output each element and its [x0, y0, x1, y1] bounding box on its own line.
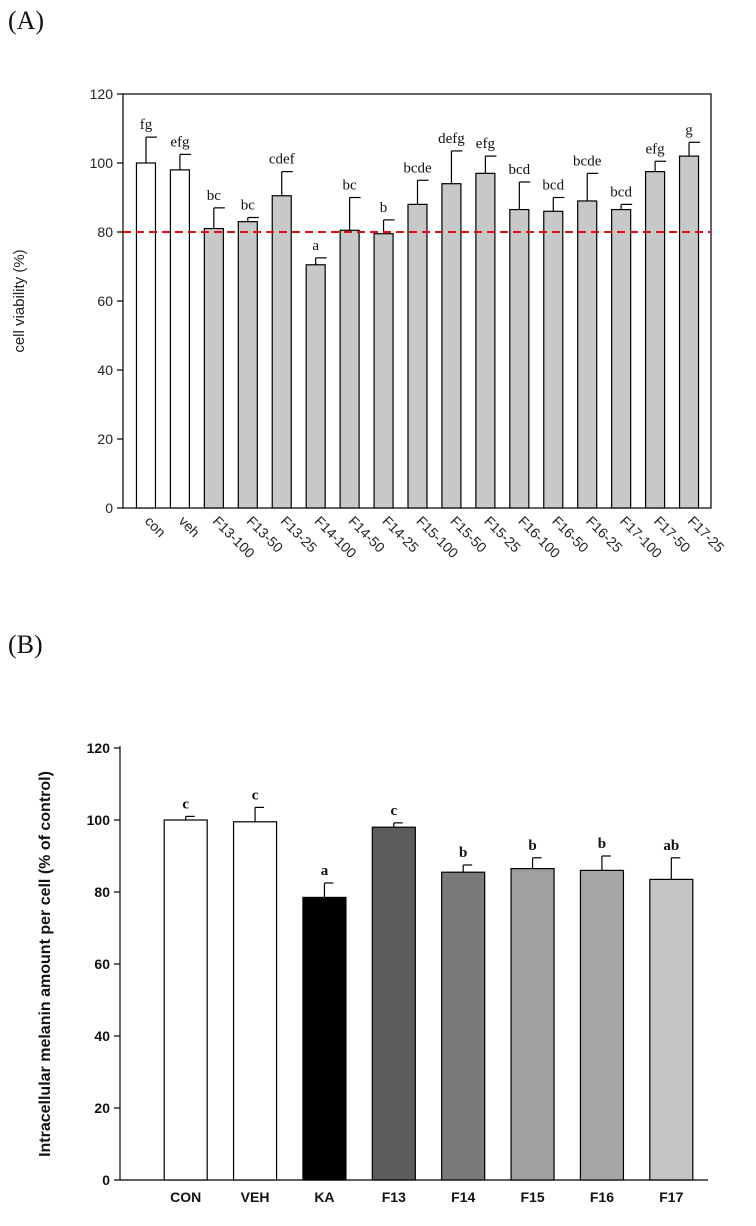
significance-label: b — [380, 200, 388, 216]
x-tick-label: F13 — [382, 1189, 406, 1205]
significance-label: bcde — [403, 160, 432, 176]
significance-label: ab — [663, 838, 679, 854]
significance-label: bcde — [573, 153, 602, 169]
y-tick-label: 120 — [90, 86, 114, 102]
x-tick-label: VEH — [241, 1189, 270, 1205]
y-tick-label: 60 — [97, 293, 113, 309]
x-tick-label: F17 — [659, 1189, 683, 1205]
significance-label: efg — [646, 141, 666, 157]
x-tick-label: F15 — [521, 1189, 545, 1205]
x-tick-label: F14 — [451, 1189, 475, 1205]
y-tick-label: 80 — [94, 884, 110, 900]
significance-label: b — [528, 838, 536, 854]
significance-label: fg — [140, 117, 153, 133]
bar-f13 — [371, 826, 416, 1181]
significance-label: c — [252, 787, 259, 803]
significance-label: bc — [207, 188, 222, 204]
y-tick-label: 60 — [94, 956, 110, 972]
significance-label: cdef — [269, 152, 295, 168]
significance-label: a — [321, 863, 329, 879]
y-axis-title: Intracellular melanin amount per cell (%… — [37, 771, 54, 1157]
significance-label: bc — [343, 178, 358, 194]
significance-label: efg — [476, 136, 496, 152]
bar-f15 — [510, 867, 555, 1181]
bar-ka — [302, 896, 347, 1181]
x-tick-label: KA — [314, 1189, 334, 1205]
significance-label: b — [598, 836, 606, 852]
y-tick-label: 120 — [87, 740, 111, 756]
bar-veh — [232, 821, 278, 1181]
significance-label: defg — [438, 131, 465, 147]
y-tick-label: 20 — [97, 431, 113, 447]
significance-label: c — [390, 803, 397, 819]
y-tick-label: 80 — [97, 224, 113, 240]
x-tick-label: F16 — [590, 1189, 614, 1205]
bar-f16 — [579, 869, 625, 1181]
bar-f17 — [649, 878, 694, 1181]
significance-label: bcd — [542, 178, 564, 194]
y-tick-label: 0 — [105, 500, 113, 516]
y-axis-title: cell viability (%) — [11, 249, 28, 352]
y-tick-label: 20 — [94, 1100, 110, 1116]
significance-label: bcd — [508, 162, 530, 178]
y-tick-label: 40 — [94, 1028, 110, 1044]
y-tick-label: 40 — [97, 362, 113, 378]
y-tick-label: 100 — [90, 155, 114, 171]
significance-label: b — [459, 845, 467, 861]
significance-label: bc — [241, 198, 256, 214]
y-tick-label: 100 — [87, 812, 111, 828]
panel-label-a: (A) — [8, 6, 45, 35]
significance-label: efg — [170, 134, 190, 150]
x-tick-label: CON — [170, 1189, 201, 1205]
significance-label: c — [182, 796, 189, 812]
bar-con — [163, 819, 208, 1181]
bar-f14 — [441, 871, 486, 1181]
significance-label: g — [685, 122, 693, 138]
y-tick-label: 0 — [102, 1172, 110, 1188]
significance-label: a — [312, 238, 319, 254]
significance-label: bcd — [610, 184, 632, 200]
panel-label-b: (B) — [8, 630, 43, 659]
